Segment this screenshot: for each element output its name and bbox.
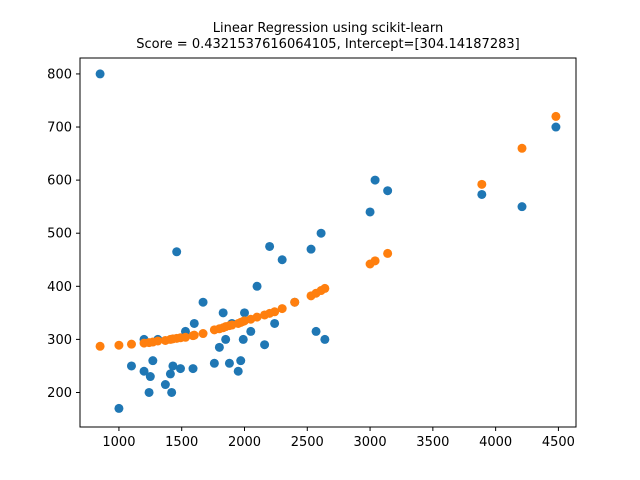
- predicted-data-point: [370, 256, 380, 266]
- actual-data-point: [167, 387, 177, 397]
- predicted-data-point: [114, 340, 124, 350]
- chart-title: Linear Regression using scikit-learn: [213, 21, 443, 36]
- x-tick-label: 3000: [354, 435, 387, 450]
- actual-data-point: [148, 356, 158, 366]
- predicted-data-point: [320, 283, 330, 293]
- actual-data-point: [175, 364, 185, 374]
- actual-data-point: [114, 403, 124, 413]
- predicted-data-point: [290, 297, 300, 307]
- actual-data-point: [165, 369, 175, 379]
- predicted-data-point: [270, 307, 280, 317]
- x-tick-label: 4500: [542, 435, 575, 450]
- x-tick-label: 4000: [479, 435, 512, 450]
- actual-data-point: [320, 334, 330, 344]
- predicted-data-point: [517, 143, 527, 153]
- chart-subtitle: Score = 0.4321537616064105, Intercept=[3…: [136, 37, 519, 52]
- actual-data-point: [265, 241, 275, 251]
- actual-data-point: [160, 380, 170, 390]
- x-tick-label: 2500: [291, 435, 324, 450]
- predicted-data-point: [198, 329, 208, 339]
- y-tick-label: 600: [47, 174, 72, 189]
- actual-data-point: [214, 342, 224, 352]
- x-tick-label: 3500: [416, 435, 449, 450]
- predicted-data-point: [477, 179, 487, 189]
- actual-data-point: [188, 364, 198, 374]
- y-tick-label: 200: [47, 386, 72, 401]
- data-points: [95, 69, 561, 413]
- axis-ticks: 1000 1500 2000 2500 3000 3500 4000 4500 200 300 40…: [47, 67, 575, 450]
- actual-data-point: [238, 334, 248, 344]
- predicted-data-point: [383, 248, 393, 258]
- actual-data-point: [270, 318, 280, 328]
- actual-data-point: [145, 372, 155, 382]
- actual-data-point: [95, 69, 105, 79]
- actual-data-point: [209, 358, 219, 368]
- y-tick-label: 400: [47, 280, 72, 295]
- axes-frame: [79, 57, 577, 428]
- actual-data-point: [168, 361, 178, 371]
- actual-data-point: [189, 318, 199, 328]
- actual-data-point: [383, 186, 393, 196]
- actual-data-point: [221, 334, 231, 344]
- actual-data-point: [198, 297, 208, 307]
- actual-data-point: [365, 207, 375, 217]
- actual-data-point: [233, 366, 243, 376]
- actual-data-point: [517, 202, 527, 212]
- actual-data-point: [239, 308, 249, 318]
- predicted-data-point: [126, 339, 136, 349]
- actual-data-point: [306, 244, 316, 254]
- x-tick-label: 2000: [228, 435, 261, 450]
- predicted-data-point: [180, 332, 190, 342]
- actual-data-point: [144, 387, 154, 397]
- actual-data-point: [172, 247, 182, 257]
- actual-data-point: [218, 308, 228, 318]
- predicted-data-point: [551, 111, 561, 121]
- actual-data-point: [551, 122, 561, 132]
- y-tick-label: 300: [47, 333, 72, 348]
- x-tick-label: 1500: [165, 435, 198, 450]
- actual-data-point: [224, 358, 234, 368]
- actual-data-point: [246, 326, 256, 336]
- predicted-data-point: [95, 341, 105, 351]
- predicted-data-point: [252, 312, 262, 322]
- predicted-data-point: [189, 330, 199, 340]
- actual-data-point: [126, 361, 136, 371]
- actual-data-point: [139, 366, 149, 376]
- predicted-data-point: [153, 336, 163, 346]
- actual-data-point: [477, 189, 487, 199]
- actual-data-point: [277, 255, 287, 265]
- actual-data-point: [370, 175, 380, 185]
- y-tick-label: 700: [47, 121, 72, 136]
- actual-data-point: [311, 326, 321, 336]
- y-tick-label: 800: [47, 67, 72, 82]
- actual-data-point: [316, 228, 326, 238]
- actual-data-point: [252, 281, 262, 291]
- y-tick-label: 500: [47, 227, 72, 242]
- predicted-data-point: [277, 304, 287, 314]
- x-tick-label: 1000: [102, 435, 135, 450]
- actual-data-point: [236, 356, 246, 366]
- actual-data-point: [260, 340, 270, 350]
